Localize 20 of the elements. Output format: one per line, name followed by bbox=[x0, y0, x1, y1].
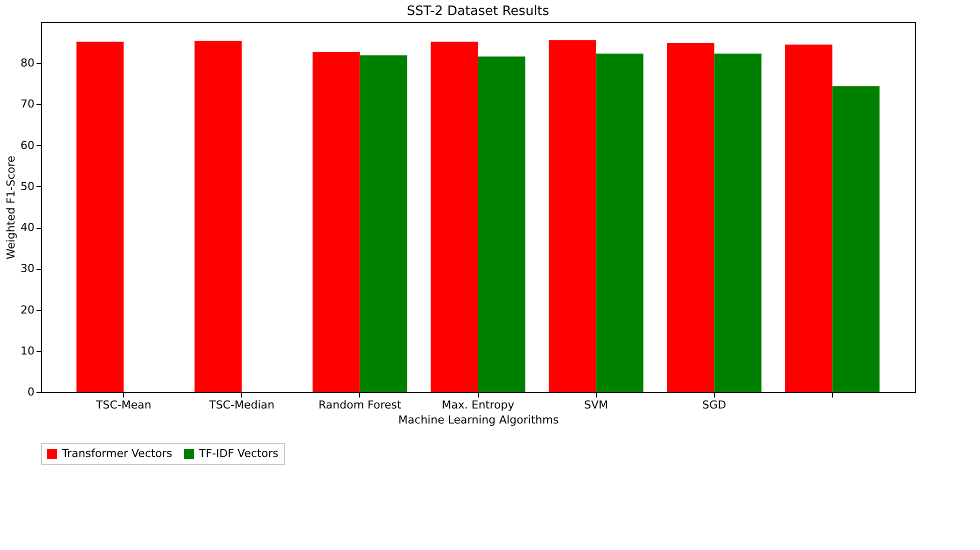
x-tick-label: SVM bbox=[584, 398, 608, 412]
y-tick-label: 80 bbox=[20, 56, 34, 70]
x-tick-label: SGD bbox=[702, 398, 726, 412]
legend-label: TF-IDF Vectors bbox=[198, 447, 279, 460]
x-tick-label: TSC-Median bbox=[208, 398, 274, 412]
y-tick-label: 70 bbox=[20, 98, 34, 111]
y-tick-label: 60 bbox=[20, 138, 34, 152]
y-tick-label: 40 bbox=[20, 221, 34, 234]
y-tick-label: 20 bbox=[20, 303, 34, 316]
chart-title: SST-2 Dataset Results bbox=[406, 4, 550, 19]
y-tick-label: 50 bbox=[20, 180, 34, 193]
x-tick-label: TSC-Mean bbox=[95, 398, 152, 412]
x-axis-title: Machine Learning Algorithms bbox=[398, 414, 559, 426]
y-axis-title: Weighted F1-Score bbox=[4, 155, 18, 260]
x-tick-label: Random Forest bbox=[318, 398, 402, 412]
y-tick-label: 10 bbox=[20, 344, 34, 358]
legend-label: Transformer Vectors bbox=[61, 447, 173, 460]
y-tick-label: 0 bbox=[28, 386, 34, 398]
x-tick-label: Max. Entropy bbox=[442, 398, 515, 412]
y-tick-label: 30 bbox=[20, 262, 34, 276]
